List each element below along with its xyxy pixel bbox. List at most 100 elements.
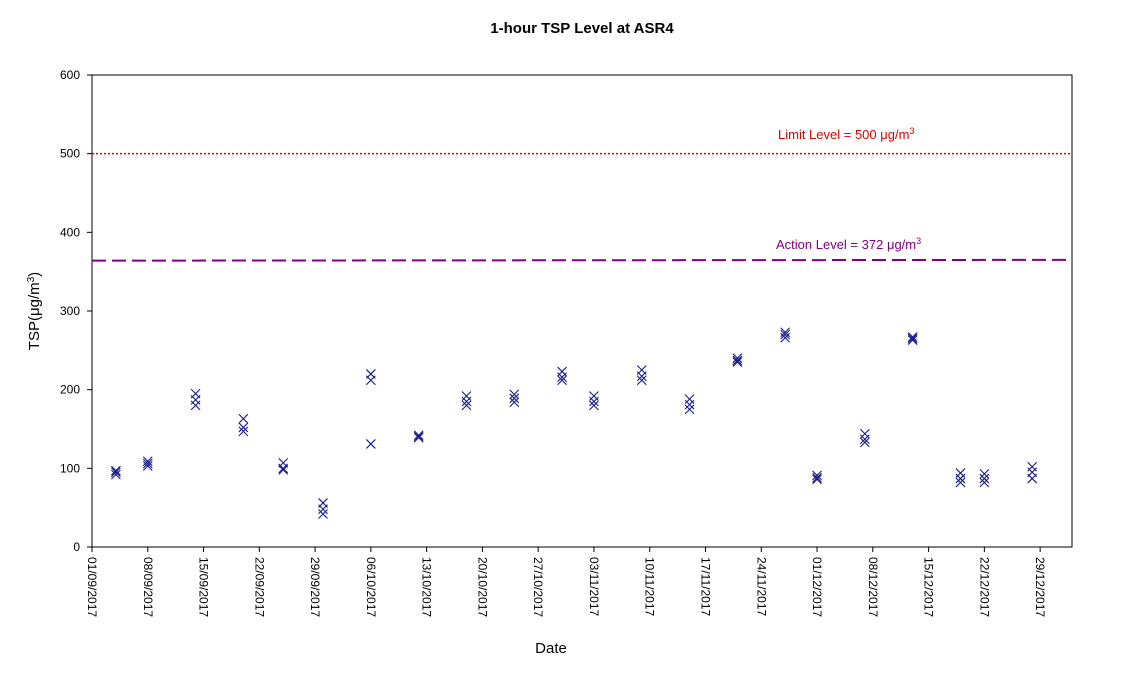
x-tick-label: 29/09/2017 [308,557,322,617]
data-point [589,396,599,407]
data-point [557,375,567,386]
x-tick-label: 10/11/2017 [643,557,657,616]
y-tick-label: 0 [73,540,80,554]
y-axis-label: TSP(μg/m3) [26,272,44,350]
data-point [365,439,376,449]
data-point [732,357,743,368]
x-tick-label: 03/11/2017 [587,557,601,616]
data-point [636,375,647,386]
data-point [318,509,328,519]
x-tick-label: 08/09/2017 [141,557,155,617]
data-point [413,431,424,442]
data-point [979,477,990,488]
data-point [589,400,599,411]
chart-title: 1-hour TSP Level at ASR4 [490,20,674,37]
x-axis-label: Date [535,640,567,657]
x-tick-label: 20/10/2017 [475,557,489,617]
x-tick-label: 22/12/2017 [977,557,991,617]
data-point [732,353,743,364]
data-point [142,461,153,471]
data-point [509,393,520,404]
ref-label-main: Action Level = 372 [776,237,887,252]
y-axis-label-unit: μg/m [26,282,43,316]
data-point [780,329,791,340]
y-tick-label: 600 [60,68,80,82]
x-tick-label: 06/10/2017 [364,557,378,617]
data-point [278,465,289,475]
data-point [979,468,990,479]
y-tick-label: 200 [60,383,80,397]
x-tick-label: 01/12/2017 [810,557,824,617]
ref-label-sup: 3 [909,126,914,136]
data-point [859,434,870,445]
data-point [318,504,328,515]
action-level-label: Action Level = 372 μg/m3 [776,236,921,252]
x-tick-label: 01/09/2017 [85,557,99,617]
y-axis-label-sup: 3 [26,276,37,282]
data-point [859,437,870,448]
x-tick-label: 22/09/2017 [252,557,266,617]
data-point [955,468,966,478]
ref-label-main: Limit Level = 500 [778,127,880,142]
plot-area-frame [91,74,1073,548]
data-point [111,465,121,476]
data-point [142,456,153,467]
data-point [111,467,121,478]
data-point [859,428,870,439]
ref-label-unit: μg/m [880,127,909,142]
data-point [636,371,647,382]
data-point [1027,473,1038,484]
data-point [780,327,791,338]
data-point [142,458,153,469]
data-point [509,397,520,408]
data-point [461,396,472,407]
data-point [780,332,791,343]
data-point [413,430,424,441]
data-point [461,391,472,401]
limit-level-label: Limit Level = 500 μg/m3 [778,126,914,142]
y-tick-label: 100 [60,461,80,475]
data-point [812,472,822,483]
data-point [812,470,822,481]
x-tick-label: 27/10/2017 [531,557,545,617]
data-point [365,375,376,386]
data-point [111,469,121,480]
ref-label-sup: 3 [916,236,921,246]
data-points [111,327,1038,519]
y-tick-label: 500 [60,147,80,161]
x-axis: 01/09/2017 08/09/2017 15/09/2017 22/09/2017… [85,547,1047,617]
data-point [684,404,695,415]
y-axis-label-main: TSP( [26,316,43,350]
x-tick-label: 13/10/2017 [420,557,434,617]
data-point [589,391,599,401]
data-point [1027,461,1038,472]
y-tick-label: 300 [60,304,80,318]
data-point [461,400,472,411]
x-tick-label: 24/11/2017 [754,557,768,616]
data-point [238,413,249,424]
data-point [907,335,918,345]
data-point [278,457,289,468]
data-point [557,366,567,377]
data-point [413,432,424,443]
y-tick-label: 400 [60,225,80,239]
data-point [684,394,695,404]
data-point [979,473,990,484]
data-point [557,372,567,382]
x-tick-label: 15/12/2017 [922,557,936,617]
data-point [238,422,249,433]
data-point [278,463,289,474]
data-point [955,473,966,484]
y-axis: 0 100 200 300 400 500 600 [60,68,92,554]
x-tick-label: 29/12/2017 [1033,557,1047,617]
data-point [190,400,201,411]
action-level-line [91,258,1073,262]
data-point [955,477,966,488]
data-point [238,426,249,437]
y-axis-label-close: ) [26,272,43,277]
data-point [509,389,520,400]
data-point [190,395,201,405]
data-point [732,355,743,366]
